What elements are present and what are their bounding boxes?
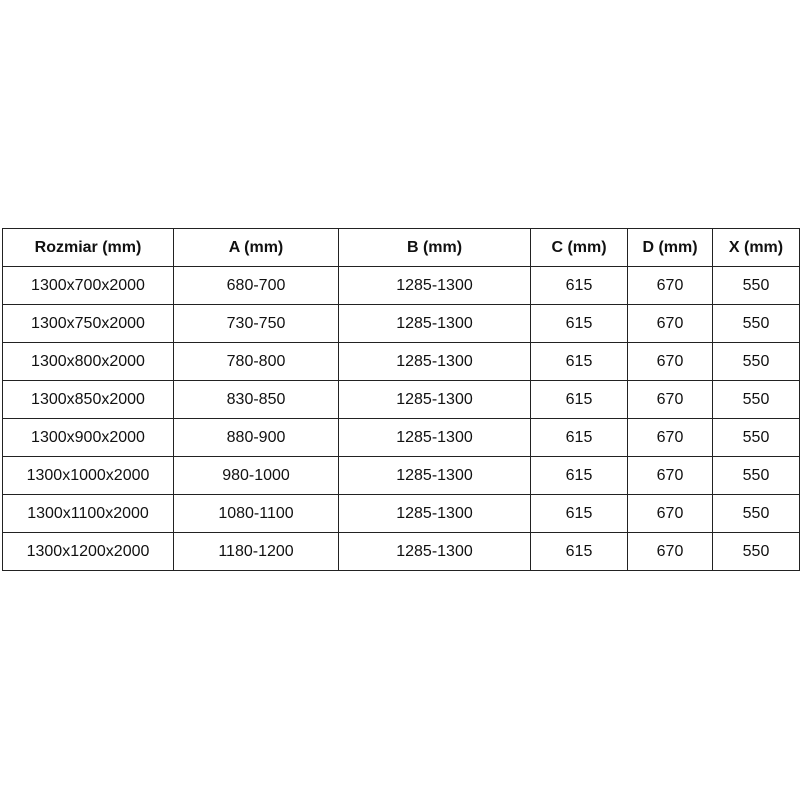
cell-c: 615 <box>530 532 628 571</box>
cell-x: 550 <box>712 532 800 571</box>
column-header-x: X (mm) <box>712 228 800 267</box>
cell-a: 1180-1200 <box>173 532 339 571</box>
cell-b: 1285-1300 <box>338 456 531 495</box>
cell-size: 1300x1200x2000 <box>2 532 174 571</box>
column-header-d: D (mm) <box>627 228 713 267</box>
cell-b: 1285-1300 <box>338 532 531 571</box>
cell-b: 1285-1300 <box>338 342 531 381</box>
cell-d: 670 <box>627 494 713 533</box>
cell-size: 1300x800x2000 <box>2 342 174 381</box>
cell-a: 980-1000 <box>173 456 339 495</box>
cell-size: 1300x1100x2000 <box>2 494 174 533</box>
cell-b: 1285-1300 <box>338 304 531 343</box>
cell-c: 615 <box>530 342 628 381</box>
cell-size: 1300x750x2000 <box>2 304 174 343</box>
cell-c: 615 <box>530 266 628 305</box>
cell-d: 670 <box>627 532 713 571</box>
column-header-c: C (mm) <box>530 228 628 267</box>
cell-c: 615 <box>530 304 628 343</box>
column-header-size: Rozmiar (mm) <box>2 228 174 267</box>
table-header-row: Rozmiar (mm) A (mm) B (mm) C (mm) D (mm) X (m… <box>2 228 800 267</box>
cell-size: 1300x900x2000 <box>2 418 174 457</box>
cell-a: 680-700 <box>173 266 339 305</box>
table-row: 1300x800x2000 780-800 1285-1300 615 670 550 <box>2 342 800 381</box>
table-row: 1300x900x2000 880-900 1285-1300 615 670 550 <box>2 418 800 457</box>
cell-d: 670 <box>627 418 713 457</box>
cell-b: 1285-1300 <box>338 266 531 305</box>
cell-c: 615 <box>530 456 628 495</box>
cell-a: 1080-1100 <box>173 494 339 533</box>
table-row: 1300x750x2000 730-750 1285-1300 615 670 550 <box>2 304 800 343</box>
table-row: 1300x850x2000 830-850 1285-1300 615 670 550 <box>2 380 800 419</box>
cell-x: 550 <box>712 494 800 533</box>
table-row: 1300x700x2000 680-700 1285-1300 615 670 550 <box>2 266 800 305</box>
cell-a: 880-900 <box>173 418 339 457</box>
cell-size: 1300x850x2000 <box>2 380 174 419</box>
cell-b: 1285-1300 <box>338 418 531 457</box>
cell-d: 670 <box>627 380 713 419</box>
cell-d: 670 <box>627 304 713 343</box>
table-row: 1300x1000x2000 980-1000 1285-1300 615 670 550 <box>2 456 800 495</box>
table-row: 1300x1200x2000 1180-1200 1285-1300 615 670 55… <box>2 532 800 571</box>
cell-size: 1300x700x2000 <box>2 266 174 305</box>
cell-x: 550 <box>712 304 800 343</box>
cell-b: 1285-1300 <box>338 494 531 533</box>
cell-b: 1285-1300 <box>338 380 531 419</box>
cell-size: 1300x1000x2000 <box>2 456 174 495</box>
cell-x: 550 <box>712 456 800 495</box>
cell-a: 730-750 <box>173 304 339 343</box>
cell-x: 550 <box>712 266 800 305</box>
cell-c: 615 <box>530 418 628 457</box>
cell-d: 670 <box>627 266 713 305</box>
cell-a: 780-800 <box>173 342 339 381</box>
cell-x: 550 <box>712 418 800 457</box>
table-row: 1300x1100x2000 1080-1100 1285-1300 615 670 55… <box>2 494 800 533</box>
cell-x: 550 <box>712 342 800 381</box>
cell-d: 670 <box>627 456 713 495</box>
cell-c: 615 <box>530 494 628 533</box>
cell-x: 550 <box>712 380 800 419</box>
cell-d: 670 <box>627 342 713 381</box>
column-header-b: B (mm) <box>338 228 531 267</box>
cell-a: 830-850 <box>173 380 339 419</box>
cell-c: 615 <box>530 380 628 419</box>
dimensions-table: Rozmiar (mm) A (mm) B (mm) C (mm) D (mm) X (m… <box>2 228 800 571</box>
column-header-a: A (mm) <box>173 228 339 267</box>
